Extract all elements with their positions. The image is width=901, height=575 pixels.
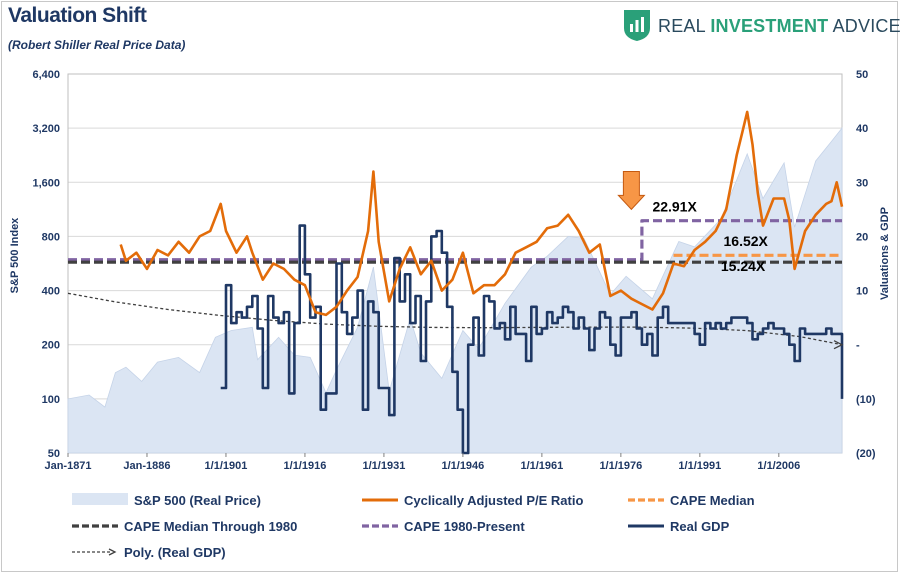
x-axis-tick-label: 1/1/1946	[441, 460, 484, 472]
cape-1980-present-line	[68, 219, 842, 262]
left-axis-tick-label: 100	[42, 394, 60, 406]
legend-swatch	[628, 493, 664, 508]
right-axis-tick-label: -	[856, 340, 860, 352]
left-axis-tick-label: 400	[42, 286, 60, 298]
annotation-label: 15.24X	[721, 258, 766, 274]
annotation-label: 22.91X	[652, 199, 697, 215]
legend-swatch	[72, 492, 128, 509]
right-axis-tick-label: 20	[856, 231, 868, 243]
legend-item: CAPE Median Through 1980	[72, 516, 297, 536]
legend-swatch	[628, 519, 664, 534]
legend-label: Cyclically Adjusted P/E Ratio	[404, 492, 584, 508]
legend-label: S&P 500 (Real Price)	[134, 492, 261, 508]
legend-item: Cyclically Adjusted P/E Ratio	[362, 490, 583, 510]
x-axis-tick-label: Jan-1871	[44, 460, 91, 472]
right-axis-tick-label: 30	[856, 177, 868, 189]
legend-item: Real GDP	[628, 516, 729, 536]
left-axis-tick-label: 1,600	[32, 177, 60, 189]
legend-item: S&P 500 (Real Price)	[72, 490, 261, 510]
left-axis-tick-label: 50	[48, 448, 60, 460]
right-axis-tick-label: 10	[856, 286, 868, 298]
right-axis-tick-label: (20)	[856, 448, 876, 460]
legend-swatch	[72, 519, 118, 534]
left-axis-tick-label: 800	[42, 231, 60, 243]
x-axis-tick-label: Jan-1886	[123, 460, 170, 472]
x-axis-tick-label: 1/1/1976	[599, 460, 642, 472]
left-axis-title: S&P 500 Index	[9, 217, 21, 293]
brand-name: REAL INVESTMENT ADVICE	[658, 16, 901, 36]
x-axis-tick-label: 1/1/1916	[284, 460, 327, 472]
cape-ratio-line	[119, 110, 844, 317]
right-axis-tick-label: (10)	[856, 394, 876, 406]
left-axis-tick-label: 3,200	[32, 123, 60, 135]
brand-shield-icon	[624, 10, 650, 41]
left-axis-tick-label: 6,400	[32, 69, 60, 81]
legend-label: CAPE Median Through 1980	[124, 518, 298, 534]
right-axis-tick-label: 50	[856, 69, 868, 81]
left-axis-tick-label: 200	[42, 340, 60, 352]
right-axis-title: Valuations & GDP	[879, 207, 891, 300]
legend-item: CAPE 1980-Present	[362, 516, 525, 536]
chart-title: Valuation Shift	[8, 4, 147, 27]
annotation-label: 16.52X	[724, 233, 769, 249]
legend-swatch	[362, 493, 398, 508]
legend-label: Real GDP	[670, 518, 730, 534]
x-axis-tick-label: 1/1/1901	[205, 460, 248, 472]
x-axis-tick-label: 1/1/1991	[678, 460, 721, 472]
legend-item: CAPE Median	[628, 490, 755, 510]
right-axis-tick-label: 40	[856, 123, 868, 135]
real-gdp-line	[220, 224, 844, 455]
legend-label: CAPE 1980-Present	[404, 518, 525, 534]
chart-subtitle: (Robert Shiller Real Price Data)	[8, 38, 186, 52]
x-axis-tick-label: 1/1/2006	[757, 460, 800, 472]
down-arrow-icon	[617, 170, 646, 211]
legend-label: CAPE Median	[670, 492, 755, 508]
legend-swatch	[362, 519, 398, 534]
poly-trend-arrowhead	[833, 340, 844, 350]
legend-label: Poly. (Real GDP)	[124, 544, 226, 560]
x-axis-tick-label: 1/1/1961	[520, 460, 563, 472]
legend-item: Poly. (Real GDP)	[72, 542, 226, 562]
x-axis-tick-label: 1/1/1931	[363, 460, 406, 472]
legend-swatch	[72, 545, 118, 560]
brand-logo-block: REAL INVESTMENT ADVICE	[620, 8, 901, 44]
legend: S&P 500 (Real Price) Cyclically Adjusted …	[72, 487, 872, 567]
